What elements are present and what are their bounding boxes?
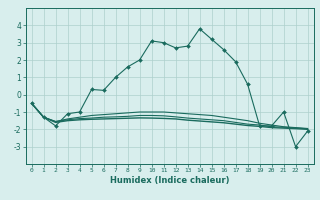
X-axis label: Humidex (Indice chaleur): Humidex (Indice chaleur) bbox=[110, 176, 229, 185]
